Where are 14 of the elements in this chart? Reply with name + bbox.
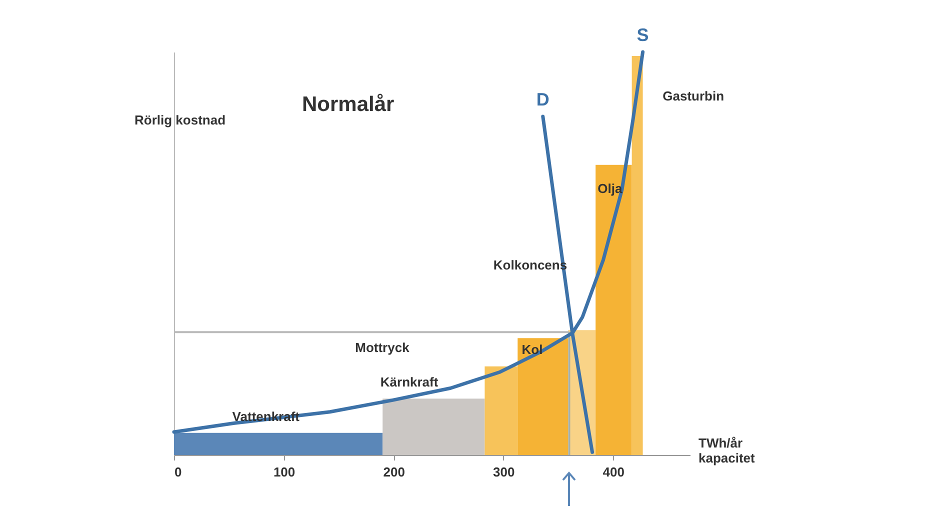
annotation: Kol xyxy=(522,342,543,358)
x-tick-label: 100 xyxy=(273,464,296,480)
x-tick-label: 300 xyxy=(493,464,515,480)
x-tick-label: 400 xyxy=(602,464,624,480)
annotation: Gasturbin xyxy=(662,88,724,104)
text: Normalår xyxy=(302,93,394,116)
series-label: S xyxy=(636,25,649,45)
y-axis-title: Rörlig kostnad xyxy=(134,112,226,128)
x-tick-label: 0 xyxy=(174,464,182,480)
series-label: D xyxy=(536,89,550,110)
x-tick-label: 200 xyxy=(383,464,405,480)
annotation: Kärnkraft xyxy=(380,374,439,390)
annotation: Mottryck xyxy=(355,340,410,356)
x-axis-title: TWh/år kapacitet xyxy=(698,436,756,466)
